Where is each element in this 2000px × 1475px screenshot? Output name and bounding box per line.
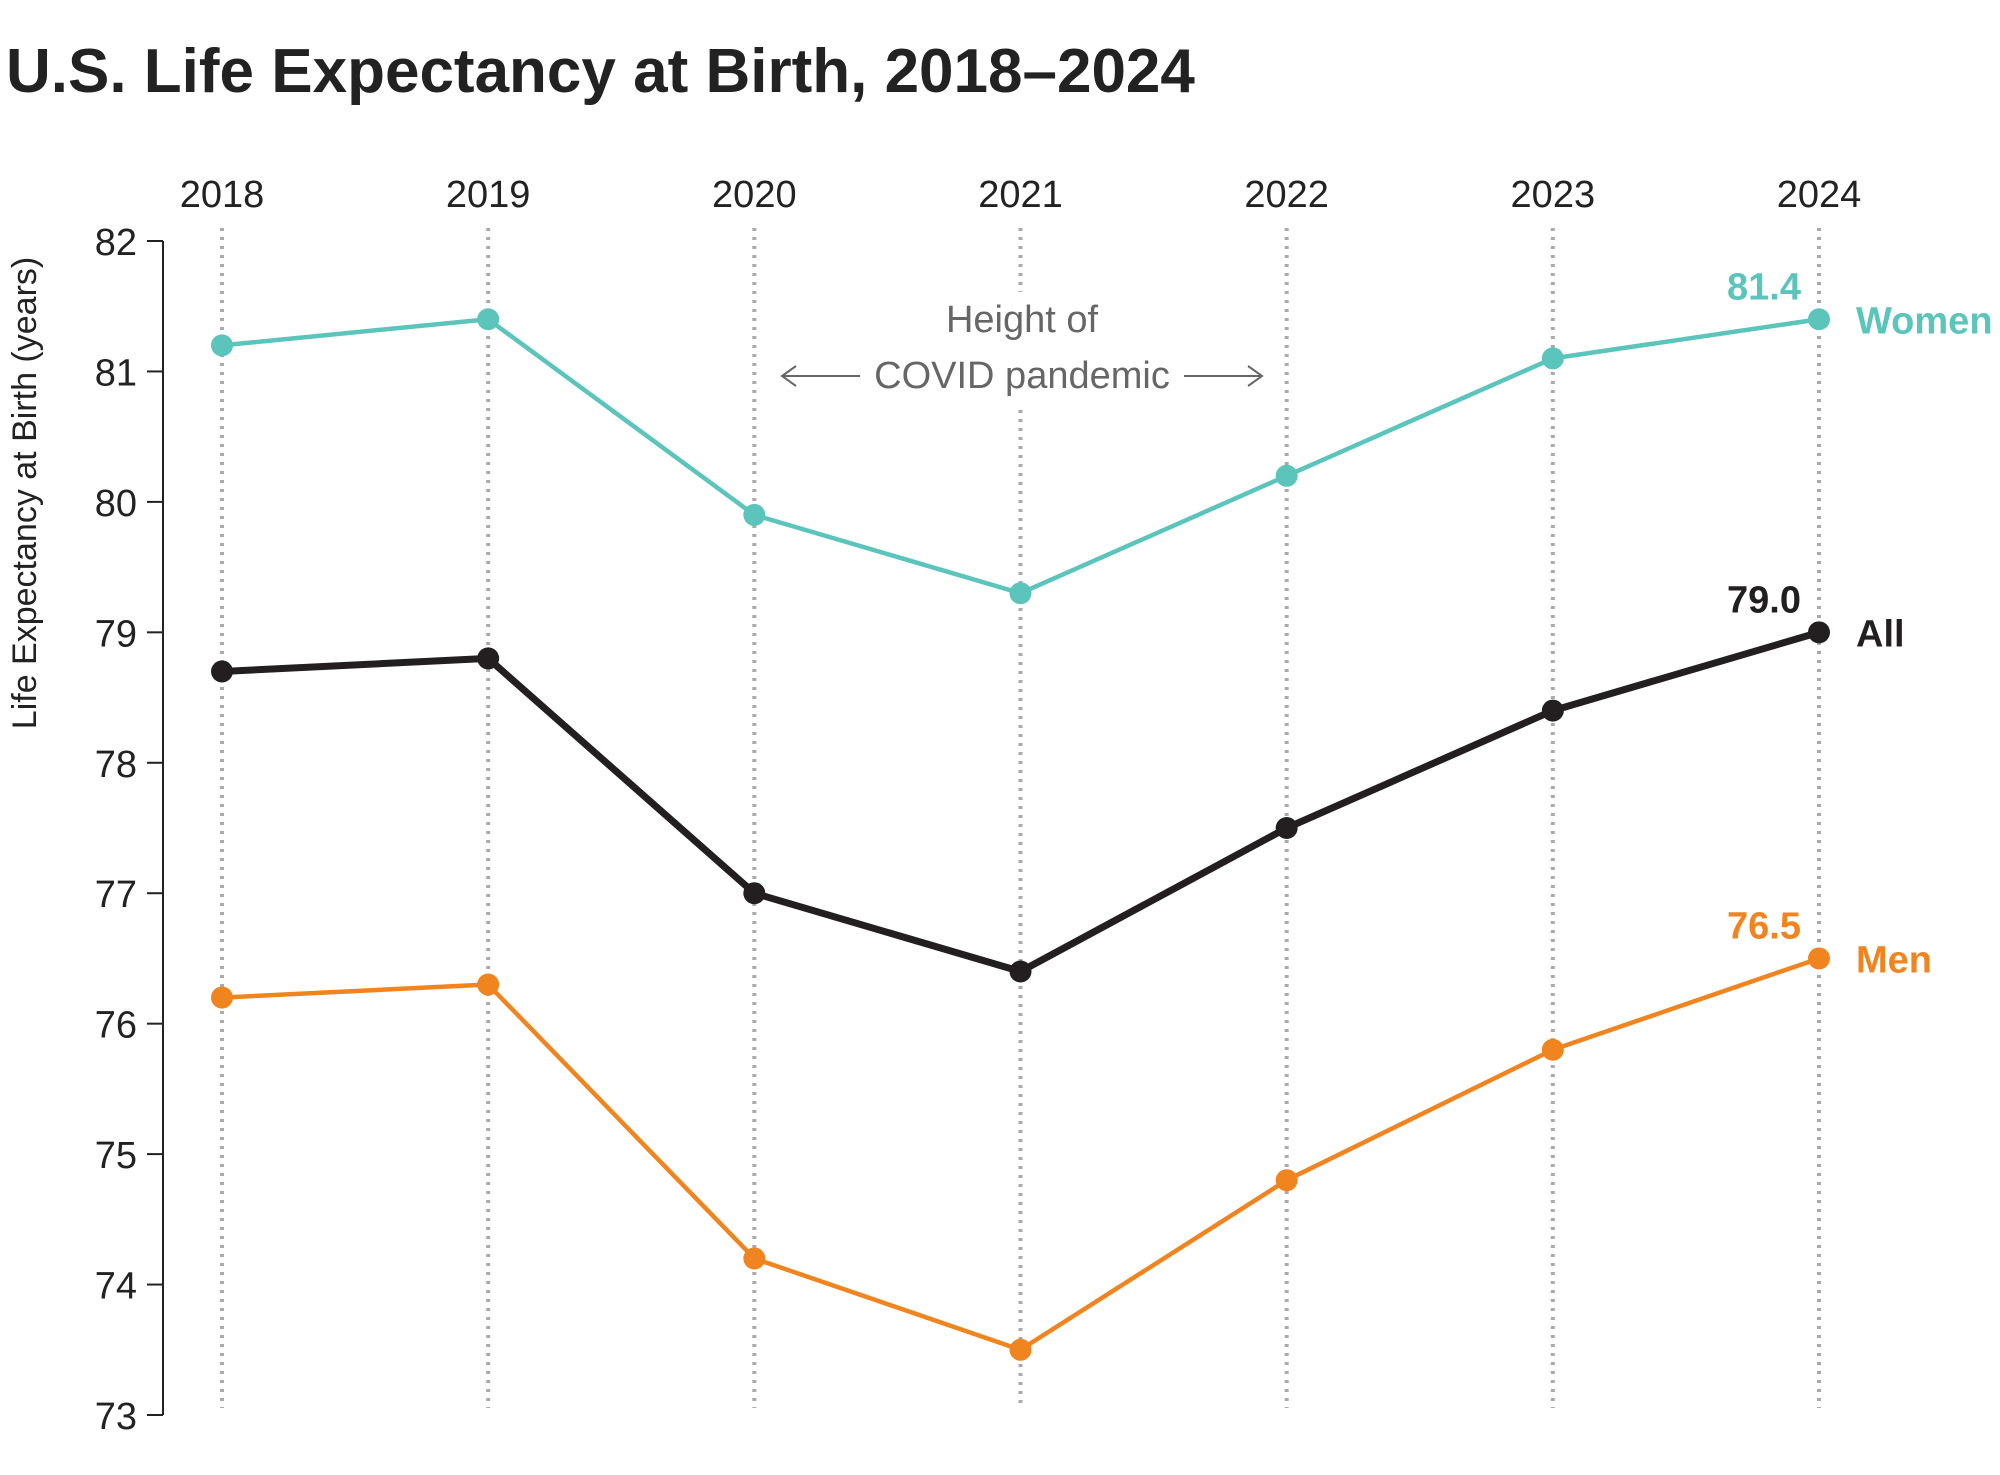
x-tick-label: 2018 (180, 174, 265, 216)
x-tick-label: 2024 (1777, 174, 1862, 216)
value-label: 76.5 (1727, 905, 1801, 947)
chart-title: U.S. Life Expectancy at Birth, 2018–2024 (6, 37, 1195, 106)
y-tick-label: 76 (95, 1005, 137, 1047)
data-point (1808, 308, 1830, 331)
data-point (477, 973, 500, 996)
series-label: All (1856, 613, 1905, 655)
y-tick-label: 78 (95, 744, 137, 786)
data-point (1541, 699, 1564, 722)
data-point (1808, 621, 1830, 644)
data-point (477, 308, 500, 331)
series-label: Women (1856, 300, 1993, 342)
y-tick-label: 80 (95, 483, 137, 525)
value-label: 81.4 (1727, 266, 1801, 308)
data-point (477, 647, 500, 670)
y-tick-label: 73 (95, 1396, 137, 1438)
annotation: Height of (946, 299, 1099, 341)
data-point (1275, 817, 1298, 839)
data-point (1808, 947, 1830, 970)
y-tick-label: 81 (95, 352, 137, 394)
value-label: 79.0 (1727, 579, 1801, 621)
series-label: Men (1856, 939, 1932, 981)
data-point (1275, 464, 1298, 487)
data-point (1275, 1169, 1298, 1192)
annotation: COVID pandemic (874, 355, 1170, 397)
data-point (743, 1247, 766, 1270)
x-tick-label: 2022 (1244, 174, 1329, 216)
x-tick-label: 2023 (1511, 174, 1596, 216)
arrow-head (1247, 365, 1264, 387)
y-tick-label: 75 (95, 1135, 137, 1177)
x-tick-label: 2020 (712, 174, 797, 216)
data-point (1009, 1338, 1032, 1361)
data-point (1009, 960, 1032, 983)
x-tick-label: 2019 (446, 174, 531, 216)
data-point (211, 660, 233, 683)
data-point (1541, 1038, 1564, 1061)
data-point (743, 882, 766, 905)
data-point (211, 986, 233, 1009)
y-tick-label: 74 (95, 1266, 137, 1308)
data-point (1009, 582, 1032, 605)
arrow-head (780, 365, 797, 387)
data-point (743, 503, 766, 526)
annotation-arrows (780, 365, 1264, 387)
y-axis-label: Life Expectancy at Birth (years) (6, 257, 44, 729)
y-tick-label: 79 (95, 613, 137, 655)
series-line (221, 628, 1820, 975)
x-tick-label: 2021 (978, 174, 1063, 216)
data-point (1541, 347, 1564, 370)
data-point (211, 334, 233, 357)
y-tick-label: 82 (95, 222, 137, 264)
series-line (221, 956, 1820, 1353)
y-tick-label: 77 (95, 874, 137, 916)
